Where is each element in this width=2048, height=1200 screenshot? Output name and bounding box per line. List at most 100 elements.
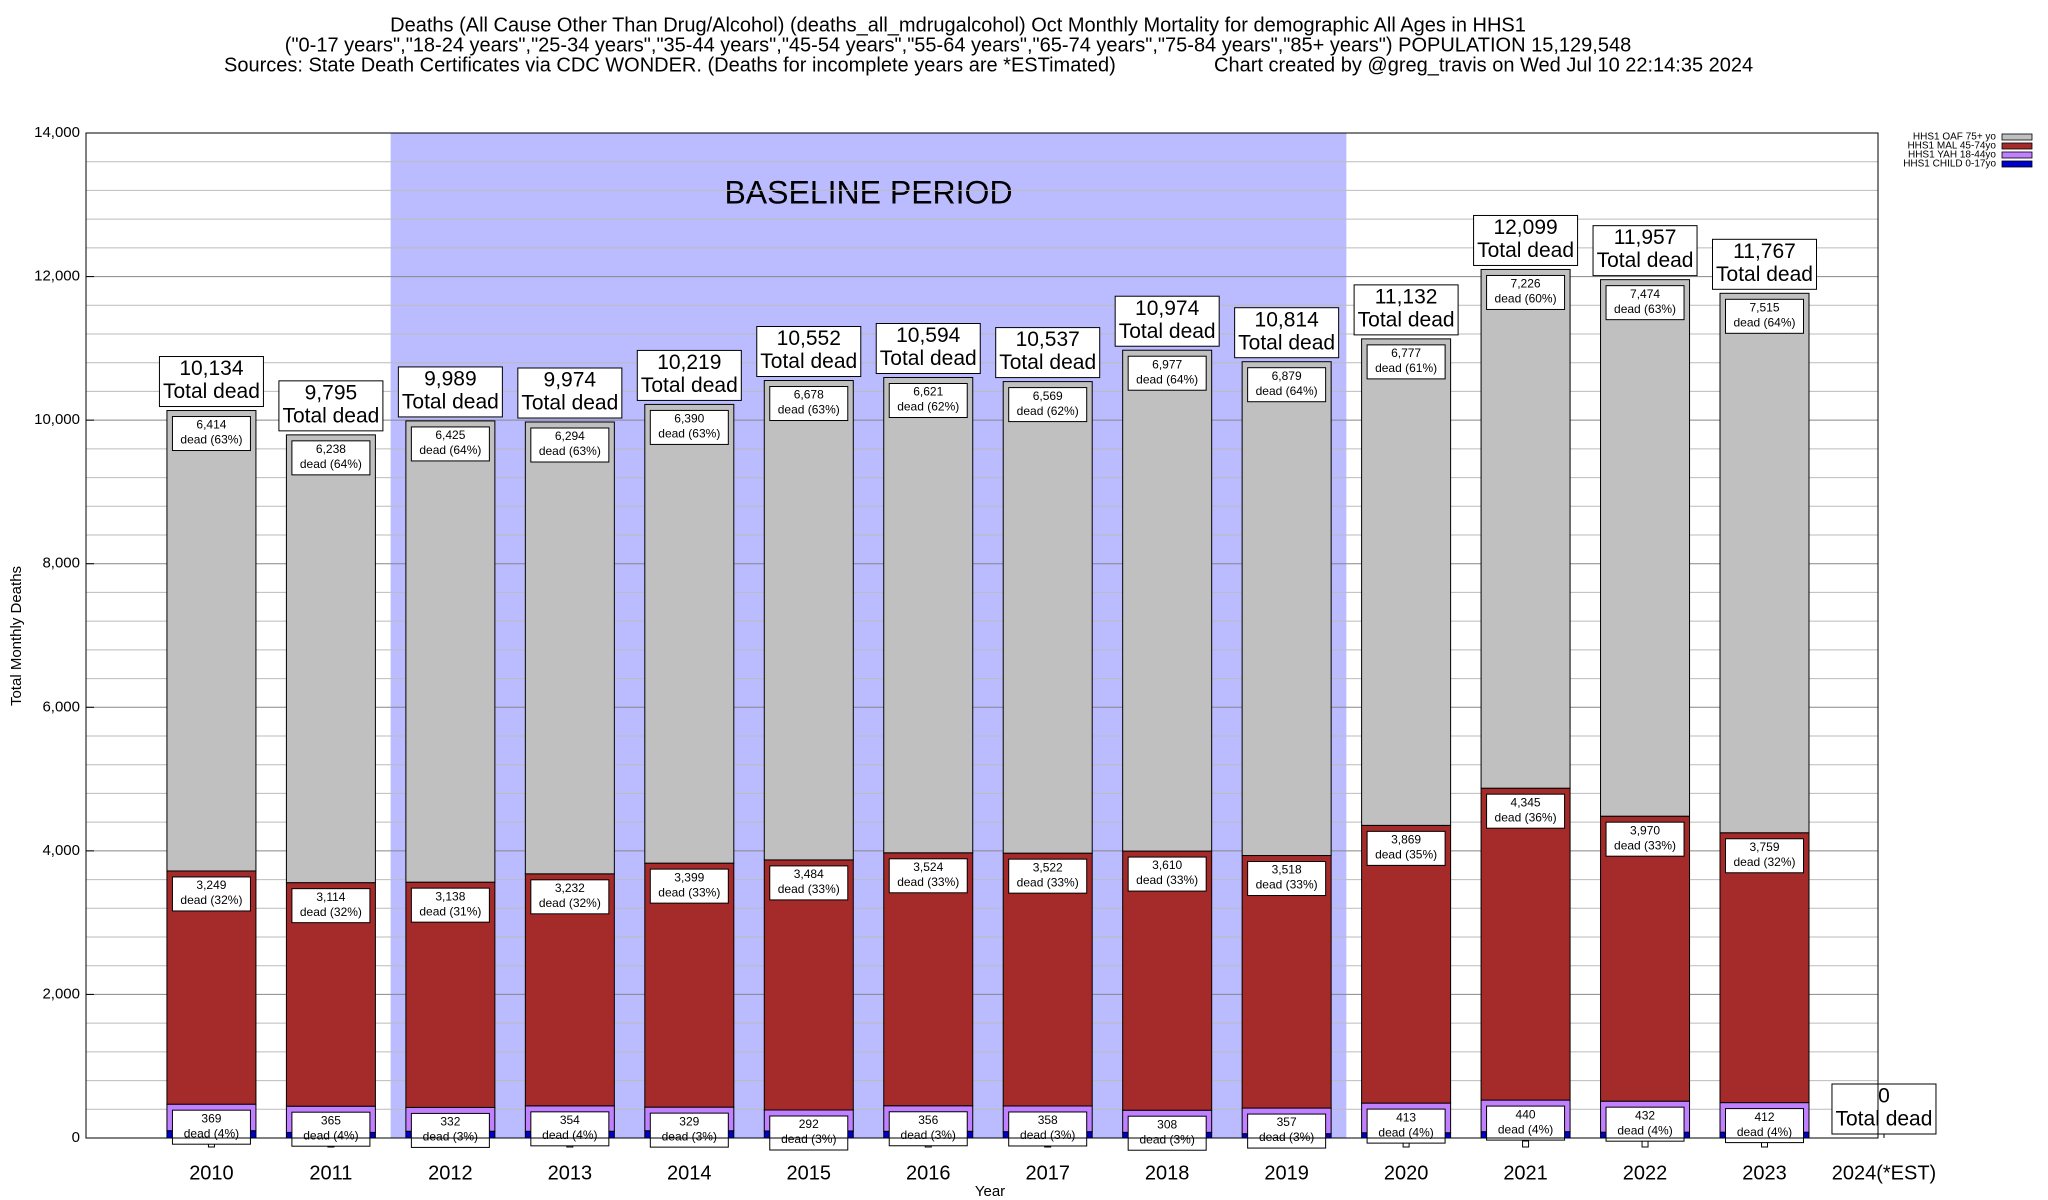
segment-label-box: [888, 858, 968, 894]
total-caption: Total dead: [1238, 331, 1335, 354]
segment-label-box: [1366, 830, 1446, 866]
segment-value-label: 7,226: [1511, 277, 1541, 291]
segment-share-label: dead (33%): [1136, 873, 1198, 887]
segment-label-box: [649, 1112, 729, 1148]
segment-label-box: [1486, 274, 1566, 310]
total-label-box: [995, 327, 1101, 379]
bar-segment: [1122, 349, 1213, 852]
segment-share-label: dead (33%): [1256, 878, 1318, 892]
total-value-label: 0: [1878, 1085, 1890, 1108]
segment-share-label: dead (4%): [1498, 1122, 1553, 1136]
total-label-box: [1592, 225, 1698, 277]
total-label-box: [1353, 284, 1459, 336]
segment-label-box: [1486, 793, 1566, 829]
segment-label-box: [1725, 838, 1805, 874]
segment-share-label: dead (3%): [423, 1130, 478, 1144]
segment-label-box: [769, 865, 849, 901]
segment-share-label: dead (32%): [539, 896, 601, 910]
bar-segment: [166, 410, 257, 872]
total-caption: Total dead: [1836, 1108, 1933, 1131]
total-caption: Total dead: [760, 350, 857, 373]
total-value-label: 11,132: [1375, 285, 1438, 308]
bar-segment: [1480, 268, 1571, 789]
total-caption: Total dead: [282, 404, 379, 427]
segment-label-box: [1247, 1113, 1327, 1149]
legend-swatch: [2001, 133, 2033, 141]
x-tick-label: 2023: [1742, 1162, 1787, 1184]
segment-value-label: 3,399: [674, 870, 704, 884]
segment-value-label: 332: [440, 1115, 460, 1129]
segment-label-box: [649, 868, 729, 904]
segment-label-box: [1247, 861, 1327, 897]
annotation: BASELINE PERIOD: [724, 174, 1012, 210]
segment-share-label: dead (63%): [180, 433, 242, 447]
bar-segment: [763, 859, 854, 1111]
segment-value-label: 6,777: [1391, 346, 1421, 360]
total-value-label: 9,795: [305, 381, 358, 404]
bar-segment: [405, 420, 496, 883]
total-value-label: 9,974: [544, 369, 597, 392]
y-tick-label: 2,000: [42, 985, 80, 1002]
legend-label: HHS1 OAF 75+ yo: [1913, 132, 1997, 143]
total-label-box: [158, 356, 264, 408]
segment-share-label: dead (33%): [778, 882, 840, 896]
segment-label-box: [171, 1109, 251, 1145]
segment-value-label: 354: [560, 1113, 580, 1127]
total-caption: Total dead: [1716, 263, 1813, 286]
segment-label-box: [1486, 1105, 1566, 1141]
bar-segment: [883, 377, 974, 854]
total-caption: Total dead: [521, 392, 618, 415]
x-tick-label: 2012: [428, 1162, 473, 1184]
segment-label-box: [291, 888, 371, 924]
legend-swatch: [2001, 142, 2033, 150]
segment-value-label: 3,970: [1630, 823, 1660, 837]
segment-value-label: 413: [1396, 1110, 1416, 1124]
y-tick-label: 0: [72, 1129, 80, 1146]
segment-value-label: 440: [1516, 1107, 1536, 1121]
total-caption: Total dead: [1597, 249, 1694, 272]
legend-label: HHS1 YAH 18-44yo: [1908, 150, 1996, 161]
segment-label-box: [769, 1115, 849, 1151]
total-label-box: [636, 349, 742, 401]
total-caption: Total dead: [402, 390, 499, 413]
chart-subtitle: ("0-17 years","18-24 years","25-34 years…: [285, 34, 1631, 56]
bar-segment: [1002, 381, 1093, 854]
bar-segment: [1002, 852, 1093, 1107]
total-value-label: 11,767: [1733, 240, 1796, 263]
x-tick-label: 2019: [1264, 1162, 1309, 1184]
segment-value-label: 3,232: [555, 881, 585, 895]
bar-segment: [1480, 787, 1571, 1101]
total-value-label: 10,814: [1255, 308, 1320, 331]
segment-share-label: dead (4%): [184, 1126, 239, 1140]
total-label-box: [1234, 307, 1340, 359]
chart-credit: Chart created by @greg_travis on Wed Jul…: [1214, 54, 1753, 76]
y-tick-label: 14,000: [34, 124, 80, 141]
segment-label-box: [171, 416, 251, 452]
total-value-label: 10,219: [657, 351, 721, 374]
segment-share-label: dead (63%): [1614, 302, 1676, 316]
segment-share-label: dead (33%): [897, 875, 959, 889]
total-value-label: 10,594: [896, 324, 961, 347]
total-value-label: 10,552: [777, 327, 841, 350]
segment-share-label: dead (64%): [300, 457, 362, 471]
segment-share-label: dead (3%): [901, 1128, 956, 1142]
segment-share-label: dead (3%): [1020, 1128, 1075, 1142]
bar-segment: [1719, 292, 1810, 834]
segment-share-label: dead (31%): [419, 904, 481, 918]
segment-value-label: 329: [679, 1114, 699, 1128]
x-tick-label: 2022: [1623, 1162, 1668, 1184]
segment-value-label: 6,294: [555, 429, 585, 443]
segment-label-box: [769, 386, 849, 422]
total-caption: Total dead: [1358, 308, 1455, 331]
segment-value-label: 7,474: [1630, 287, 1660, 301]
x-tick-label: 2021: [1503, 1162, 1548, 1184]
x-tick-label: 2020: [1384, 1162, 1429, 1184]
segment-value-label: 4,345: [1511, 795, 1541, 809]
segment-share-label: dead (4%): [542, 1128, 597, 1142]
segment-value-label: 3,524: [913, 860, 943, 874]
segment-label-box: [1605, 1106, 1685, 1142]
segment-share-label: dead (3%): [781, 1132, 836, 1146]
segment-value-label: 308: [1157, 1117, 1177, 1131]
chart-title: Deaths (All Cause Other Than Drug/Alcoho…: [390, 14, 1526, 36]
